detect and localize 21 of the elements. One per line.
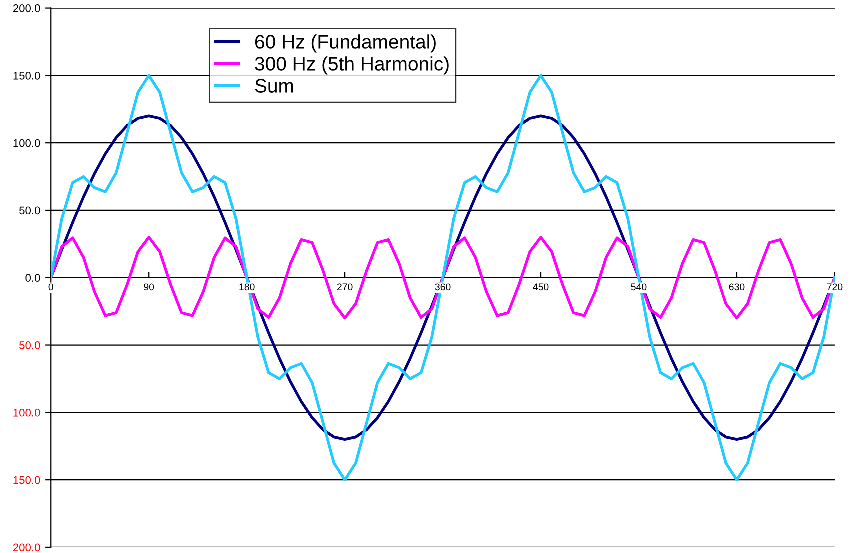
- y-tick-label: 0.0: [26, 274, 40, 282]
- legend-label: 300 Hz (5th Harmonic): [255, 56, 449, 75]
- x-tick-label: 360: [435, 284, 451, 291]
- y-tick-label: 100.0: [14, 408, 40, 417]
- legend-label: Sum: [255, 79, 294, 93]
- legend-label: 60 Hz (Fundamental): [255, 34, 436, 53]
- y-tick-label: 150.0: [14, 72, 40, 80]
- y-tick-label: 50.0: [20, 206, 40, 215]
- x-tick-label: 0: [48, 284, 54, 291]
- x-tick-label: 180: [240, 284, 255, 291]
- y-tick-label: 200.0: [13, 4, 40, 12]
- x-tick-label: 720: [827, 284, 843, 291]
- x-tick-label: 450: [533, 284, 549, 291]
- y-tick-label: 50.0: [20, 342, 40, 350]
- x-tick-label: 630: [729, 284, 745, 291]
- y-tick-label: 100.0: [14, 139, 40, 148]
- y-tick-label: 150.0: [14, 476, 40, 484]
- y-tick-label: 200.0: [13, 544, 40, 552]
- x-tick-label: 270: [337, 284, 353, 291]
- x-tick-label: 90: [144, 284, 154, 291]
- x-tick-label: 540: [631, 284, 647, 291]
